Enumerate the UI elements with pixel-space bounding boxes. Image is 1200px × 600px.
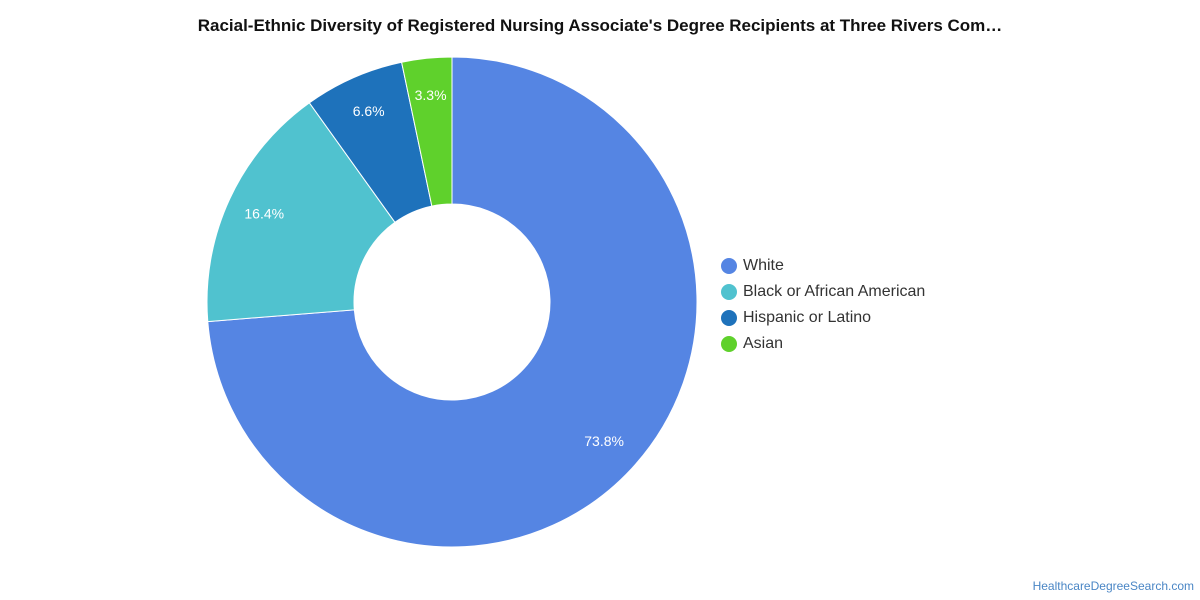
slice-value-label: 6.6%	[353, 103, 385, 119]
chart-title: Racial-Ethnic Diversity of Registered Nu…	[197, 16, 1003, 35]
legend-item-asian[interactable]: Asian	[721, 331, 925, 357]
legend-swatch	[721, 258, 737, 274]
legend-item-black-or-african-american[interactable]: Black or African American	[721, 279, 925, 305]
legend-swatch	[721, 310, 737, 326]
slice-value-label: 73.8%	[584, 433, 624, 449]
donut-slice-asian[interactable]	[401, 56, 453, 207]
legend-label: White	[743, 257, 784, 274]
donut-slice-white[interactable]	[207, 56, 698, 548]
slice-value-label: 3.3%	[415, 87, 447, 103]
donut-value-labels: 73.8% 16.4% 6.6% 3.3%	[244, 87, 624, 449]
chart-legend: White Black or African American Hispanic…	[721, 253, 925, 357]
slice-value-label: 16.4%	[244, 206, 284, 222]
donut-slices	[206, 56, 698, 548]
legend-label: Black or African American	[743, 283, 926, 300]
source-link[interactable]: HealthcareDegreeSearch.com	[1032, 579, 1194, 593]
legend-swatch	[721, 336, 737, 352]
legend-label: Asian	[743, 335, 784, 352]
legend-item-white[interactable]: White	[721, 253, 925, 279]
legend-item-hispanic-or-latino[interactable]: Hispanic or Latino	[721, 305, 925, 331]
legend-label: Hispanic or Latino	[743, 309, 872, 326]
legend-swatch	[721, 284, 737, 300]
